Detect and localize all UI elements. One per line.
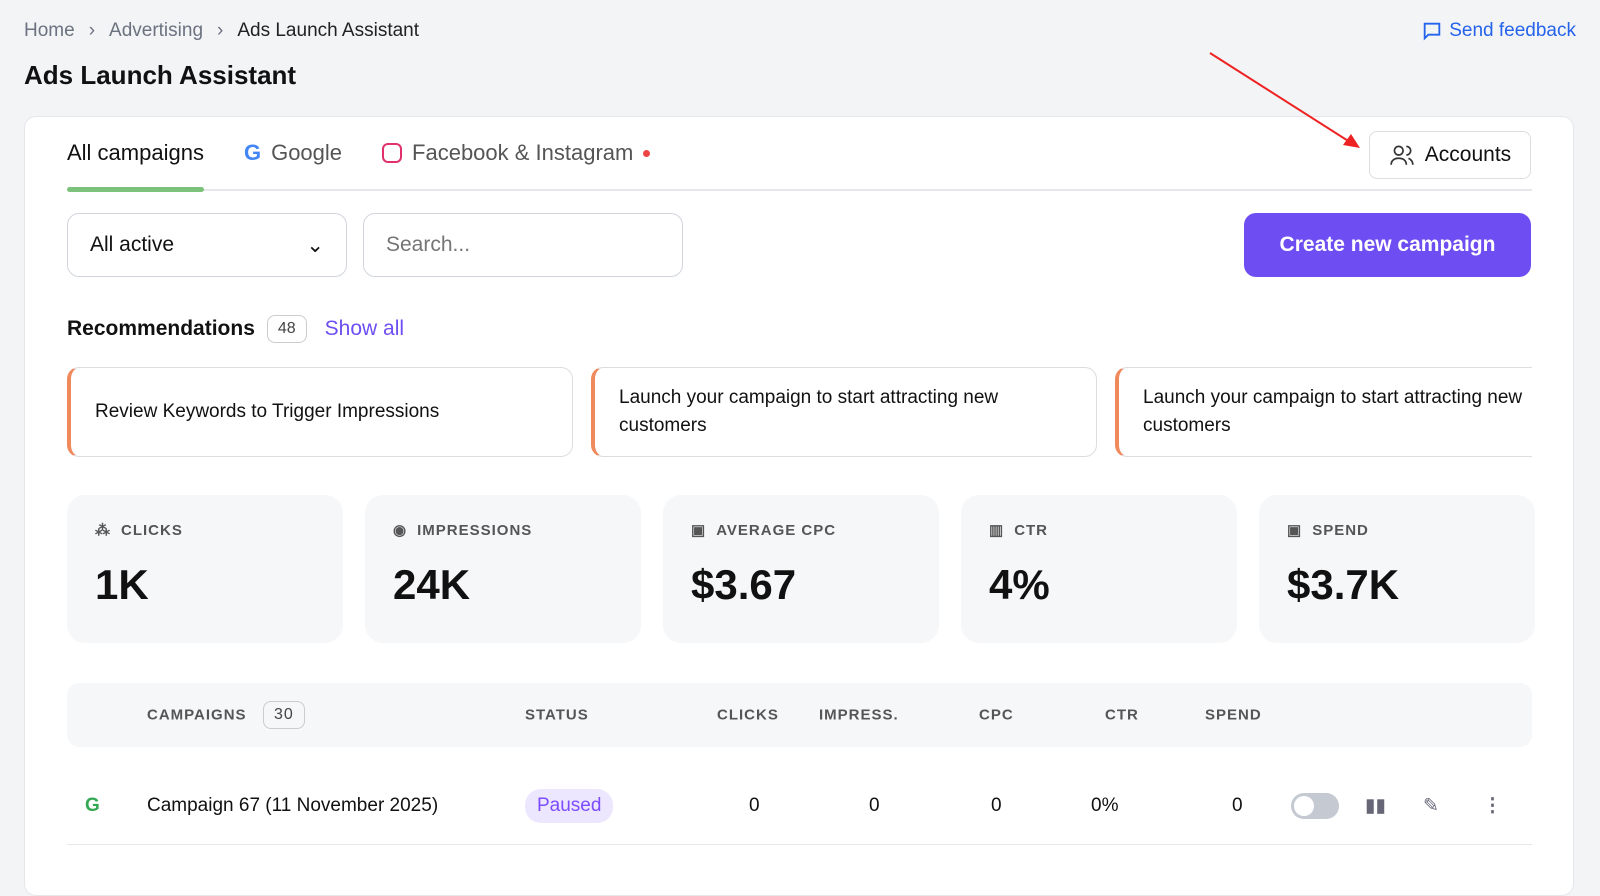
breadcrumb: Home › Advertising › Ads Launch Assistant (24, 20, 419, 42)
eye-icon: ◉ (393, 522, 408, 539)
cell-spend: 0 (1232, 794, 1243, 816)
stat-clicks: ⁂ CLICKS 1K (67, 495, 343, 643)
edit-pencil-icon[interactable]: ✎ (1423, 795, 1439, 816)
recommendations-title: Recommendations (67, 317, 255, 340)
stats-row: ⁂ CLICKS 1K ◉ IMPRESSIONS 24K ▣ AVERAGE CPC $3… (67, 495, 1535, 643)
stat-spend: ▣ SPEND $3.7K (1259, 495, 1535, 643)
google-search-icon: G (85, 794, 100, 816)
status-badge: Paused (525, 788, 614, 823)
notification-dot (643, 149, 651, 157)
stat-label: CTR (1014, 521, 1049, 539)
campaign-toggle[interactable] (1291, 792, 1339, 819)
status-filter-select[interactable]: All active ⌄ (67, 213, 347, 277)
tab-all-campaigns[interactable]: All campaigns (67, 116, 204, 192)
tab-bar: All campaigns G Google Facebook & Instagr… (67, 116, 1532, 192)
col-spend[interactable]: SPEND (1205, 706, 1262, 724)
chevron-down-icon: ⌄ (306, 233, 324, 257)
search-input[interactable] (363, 213, 683, 277)
recommendations-list: Review Keywords to Trigger Impressions L… (67, 367, 1532, 457)
meta-icon (382, 143, 403, 163)
stat-label: SPEND (1312, 521, 1369, 539)
breadcrumb-advertising[interactable]: Advertising (109, 20, 204, 41)
stat-ctr: ▥ CTR 4% (961, 495, 1237, 643)
stat-value: $3.7K (1287, 561, 1400, 608)
col-ctr[interactable]: CTR (1105, 706, 1139, 724)
accounts-label: Accounts (1424, 143, 1512, 166)
recommendation-card[interactable]: Launch your campaign to start attracting… (591, 367, 1097, 457)
recommendations-header: Recommendations 48 Show all (67, 315, 404, 343)
col-clicks[interactable]: CLICKS (717, 706, 779, 724)
cursor-click-icon: ⁂ (95, 522, 111, 539)
more-vertical-icon[interactable]: ⋮ (1483, 795, 1502, 816)
stat-label: AVERAGE CPC (716, 521, 837, 539)
feedback-icon (1423, 22, 1441, 41)
col-impress[interactable]: IMPRESS. (819, 706, 899, 724)
stat-value: 24K (393, 561, 471, 608)
col-cpc[interactable]: CPC (979, 706, 1014, 724)
show-all-link[interactable]: Show all (324, 317, 405, 340)
cell-impress: 0 (869, 794, 880, 816)
stat-label: IMPRESSIONS (417, 521, 533, 539)
money-cursor-icon: ▣ (691, 522, 707, 539)
tab-label: All campaigns (67, 140, 204, 165)
money-plus-icon: ▣ (1287, 522, 1303, 539)
cell-cpc: 0 (991, 794, 1002, 816)
annotation-arrow (1209, 52, 1360, 148)
chart-plus-icon: ▥ (989, 522, 1005, 539)
stat-value: $3.67 (691, 561, 797, 608)
cell-clicks: 0 (749, 794, 760, 816)
breadcrumb-current: Ads Launch Assistant (237, 20, 420, 41)
stat-value: 4% (989, 561, 1050, 608)
users-icon (1390, 145, 1414, 165)
accounts-button[interactable]: Accounts (1369, 131, 1531, 179)
campaign-count: 30 (263, 701, 305, 729)
tab-label: Google (271, 140, 343, 165)
recommendations-count: 48 (266, 315, 307, 343)
bar-chart-icon[interactable]: ▮▮ (1365, 795, 1386, 816)
main-card: All campaigns G Google Facebook & Instagr… (24, 116, 1574, 896)
stat-value: 1K (95, 561, 149, 608)
page-title: Ads Launch Assistant (24, 60, 297, 90)
stat-label: CLICKS (121, 521, 183, 539)
tab-google[interactable]: G Google (244, 116, 342, 190)
stat-average-cpc: ▣ AVERAGE CPC $3.67 (663, 495, 939, 643)
tab-facebook-instagram[interactable]: Facebook & Instagram (382, 116, 651, 190)
feedback-label: Send feedback (1449, 20, 1576, 41)
col-campaigns[interactable]: CAMPAIGNS (147, 706, 247, 724)
send-feedback-link[interactable]: Send feedback (1421, 20, 1576, 42)
stat-impressions: ◉ IMPRESSIONS 24K (365, 495, 641, 643)
cell-ctr: 0% (1091, 794, 1119, 816)
breadcrumb-home[interactable]: Home (24, 20, 75, 41)
create-campaign-button[interactable]: Create new campaign (1244, 213, 1531, 277)
google-icon: G (243, 140, 262, 165)
filter-value: All active (90, 233, 175, 256)
campaign-name[interactable]: Campaign 67 (11 November 2025) (147, 794, 439, 816)
chevron-right-icon: › (217, 20, 224, 41)
col-status[interactable]: STATUS (525, 706, 589, 724)
recommendation-card[interactable]: Launch your campaign to start attracting… (1115, 367, 1532, 457)
recommendation-card[interactable]: Review Keywords to Trigger Impressions (67, 367, 573, 457)
table-header: CAMPAIGNS 30 STATUS CLICKS IMPRESS. CPC … (67, 683, 1532, 747)
table-row[interactable]: G Campaign 67 (11 November 2025) Paused … (67, 767, 1532, 845)
chevron-right-icon: › (88, 20, 96, 41)
tab-label: Facebook & Instagram (412, 140, 634, 165)
